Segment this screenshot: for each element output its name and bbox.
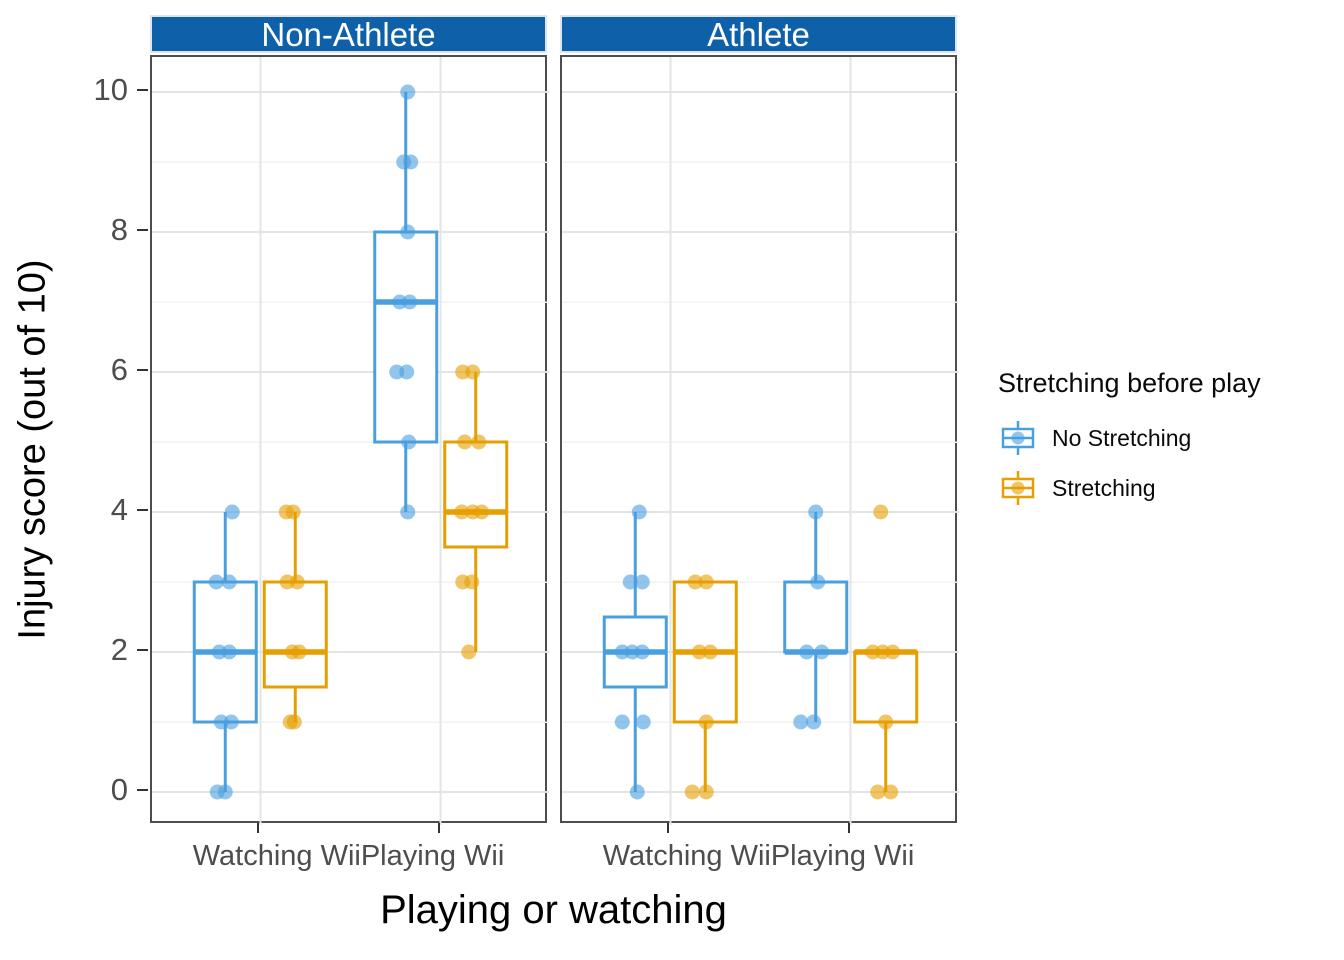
y-tick-label: 2	[110, 632, 128, 667]
key-point	[1011, 481, 1025, 495]
y-tick-mark	[137, 649, 148, 651]
jitter-point	[702, 644, 718, 660]
jitter-point	[814, 644, 830, 660]
jitter-point	[810, 574, 826, 590]
jitter-point	[793, 714, 809, 730]
jitter-point	[622, 574, 638, 590]
y-tick-label: 4	[110, 492, 128, 527]
panel-canvas	[562, 57, 959, 825]
jitter-point	[635, 714, 651, 730]
key-point	[1011, 431, 1025, 445]
jitter-point	[289, 574, 305, 590]
jitter-point	[474, 504, 490, 520]
boxplot-key-icon	[998, 468, 1038, 508]
jitter-point	[614, 714, 630, 730]
jitter-point	[224, 504, 240, 520]
y-tick-label: 8	[110, 212, 128, 247]
jitter-point	[799, 644, 815, 660]
y-tick-mark	[137, 89, 148, 91]
jitter-point	[402, 294, 418, 310]
plot-panel-non-athlete	[150, 55, 549, 825]
legend-entry-label: Stretching	[1052, 474, 1156, 501]
facet-strip-non-athlete: Non-Athlete	[150, 15, 547, 53]
x-tick-mark	[257, 823, 260, 833]
x-tick-label-watching: Watching Wii	[602, 840, 771, 872]
jitter-point	[217, 784, 233, 800]
jitter-point	[878, 714, 894, 730]
y-tick-mark	[137, 789, 148, 791]
jitter-point	[461, 644, 477, 660]
plot-panel-athlete	[560, 55, 959, 825]
boxplot-key-icon	[998, 418, 1038, 458]
boxplot-box	[373, 230, 439, 444]
jitter-point	[464, 574, 480, 590]
x-tick-labels-left-panel: Watching Wii Playing Wii	[150, 840, 547, 873]
jitter-point	[286, 714, 302, 730]
jitter-point	[634, 644, 650, 660]
jitter-point	[691, 644, 707, 660]
jitter-point	[806, 714, 822, 730]
jitter-point	[401, 434, 417, 450]
y-tick-label: 10	[93, 72, 128, 107]
jitter-point	[208, 574, 224, 590]
boxplot-box	[853, 650, 919, 724]
jitter-point	[223, 714, 239, 730]
jitter-point	[698, 574, 714, 590]
jitter-point	[471, 434, 487, 450]
boxplot-box	[443, 440, 509, 549]
x-tick-label-playing: Playing Wii	[770, 840, 915, 872]
legend-entry-no-stretching: No Stretching	[998, 413, 1261, 463]
jitter-point	[698, 784, 714, 800]
jitter-point	[687, 574, 703, 590]
jitter-point	[399, 364, 415, 380]
jitter-point	[883, 784, 899, 800]
x-tick-mark	[667, 823, 670, 833]
legend-title: Stretching before play	[998, 368, 1261, 398]
y-tick-label: 6	[110, 352, 128, 387]
boxplot-box	[262, 580, 328, 689]
jitter-point	[885, 644, 901, 660]
jitter-point	[400, 84, 416, 100]
jitter-point	[631, 504, 647, 520]
y-tick-mark	[137, 229, 148, 231]
jitter-point	[465, 364, 481, 380]
y-tick-label: 0	[110, 772, 128, 807]
jitter-point	[285, 504, 301, 520]
facet-strip-athlete: Athlete	[560, 15, 957, 53]
boxplot-key-glyph	[1001, 471, 1035, 505]
jitter-point	[808, 504, 824, 520]
y-tick-mark	[137, 509, 148, 511]
jitter-point	[629, 784, 645, 800]
panel-canvas	[152, 57, 549, 825]
jitter-point	[873, 504, 889, 520]
jitter-point	[291, 644, 307, 660]
legend: Stretching before play No Stretching Str…	[998, 368, 1261, 513]
x-tick-mark	[437, 823, 440, 833]
jitter-point	[698, 714, 714, 730]
jitter-point	[870, 784, 886, 800]
jitter-point	[400, 504, 416, 520]
x-axis-title: Playing or watching	[380, 888, 727, 932]
jitter-point	[221, 574, 237, 590]
jitter-point	[457, 434, 473, 450]
jitter-point	[684, 784, 700, 800]
legend-entry-stretching: Stretching	[998, 463, 1261, 513]
facet-strip-label: Athlete	[707, 15, 810, 53]
facet-strip-label: Non-Athlete	[261, 15, 436, 53]
jitter-point	[454, 504, 470, 520]
x-tick-label-watching: Watching Wii	[192, 840, 361, 872]
jitter-point	[400, 224, 416, 240]
boxplot-key-glyph	[1001, 421, 1035, 455]
legend-entry-label: No Stretching	[1052, 424, 1192, 451]
x-tick-label-playing: Playing Wii	[360, 840, 505, 872]
jitter-point	[634, 574, 650, 590]
x-tick-mark	[847, 823, 850, 833]
jitter-point	[221, 644, 237, 660]
x-tick-labels-right-panel: Watching Wii Playing Wii	[560, 840, 957, 873]
y-tick-mark	[137, 369, 148, 371]
jitter-point	[403, 154, 419, 170]
boxplot-box	[783, 580, 849, 654]
